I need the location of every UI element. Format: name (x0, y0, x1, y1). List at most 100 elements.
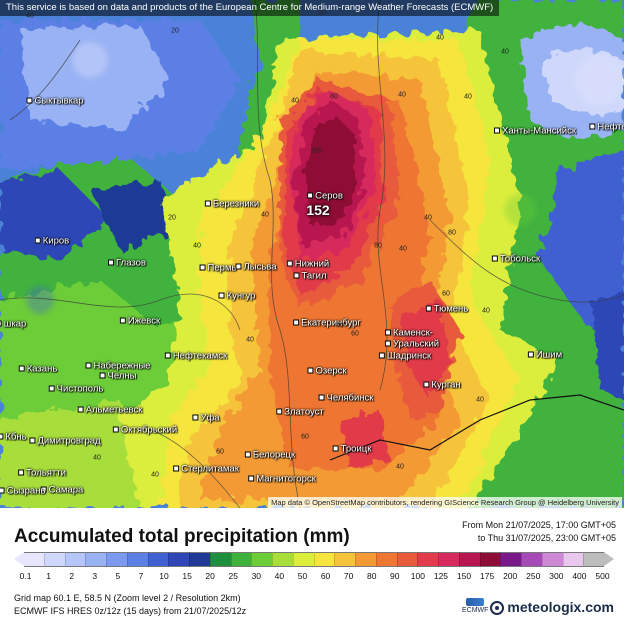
city-name: Пермь (207, 262, 237, 274)
city-name: Октябрьский (120, 424, 178, 436)
city-dot-icon (0, 320, 2, 327)
city-label: Сызрань (0, 486, 45, 497)
color-swatch (583, 551, 604, 567)
map-field (0, 0, 624, 508)
city-name: Казань (26, 363, 58, 375)
city-label: Тагил (293, 271, 326, 282)
time-to: to Thu 31/07/2025, 23:00 GMT+05 (477, 533, 616, 543)
scale-tick-label: 1 (46, 571, 51, 581)
city-name: Екатеринбург (301, 317, 361, 329)
city-name: Березники (212, 198, 260, 210)
scale-tick-label: 15 (182, 571, 192, 581)
precipitation-map[interactable]: This service is based on data and produc… (0, 0, 624, 508)
scale-tick-label: 5 (115, 571, 121, 581)
city-name: Альметьевск (85, 404, 143, 416)
contour-value-label: 40 (424, 214, 432, 222)
scale-tick-label: 175 (480, 571, 495, 581)
city-label: Ижевск (119, 315, 161, 327)
city-name: Шадринск (386, 350, 432, 362)
contour-value-label: 20 (168, 214, 176, 222)
city-name: Кбнь (5, 431, 27, 443)
city-dot-icon (235, 263, 242, 270)
city-name: Набережные (93, 360, 151, 372)
city-name: Златоуст (284, 406, 324, 418)
contour-value-label: 80 (330, 93, 338, 101)
city-label: Белорецк (244, 449, 296, 461)
scale-tick-label: 60 (320, 571, 331, 581)
city-name: Нефте (597, 121, 624, 133)
color-swatch (168, 551, 189, 567)
city-dot-icon (26, 97, 33, 104)
color-scale-bar (14, 551, 614, 567)
peak-value-label: 152 (306, 202, 330, 218)
city-name: Сызрань (6, 485, 46, 497)
city-label: Ханты-Мансийск (493, 125, 577, 137)
city-dot-icon (293, 272, 300, 279)
city-dot-icon (108, 259, 115, 266)
city-name: Челябинск (326, 392, 374, 404)
city-name: Стерлитамак (181, 463, 239, 475)
city-dot-icon (40, 486, 47, 493)
color-swatch (458, 551, 480, 567)
scale-tick-label: 7 (138, 571, 144, 581)
contour-value-label: 40 (396, 463, 404, 471)
city-name: Белорецк (252, 449, 296, 461)
city-label: Шадринск (378, 350, 432, 362)
contour-value-label: 80 (448, 229, 456, 237)
scale-tick-label: 200 (503, 571, 518, 581)
city-label: Октябрьский (112, 424, 178, 436)
city-dot-icon (48, 385, 55, 392)
color-swatch (479, 551, 501, 567)
map-attribution[interactable]: Map data © OpenStreetMap contributors, r… (268, 497, 622, 508)
city-dot-icon (589, 123, 596, 130)
city-label: Лысьва (235, 262, 277, 273)
scale-tick-label: 400 (572, 571, 587, 581)
scale-tick-label: 40 (274, 571, 285, 581)
city-label: Березники (204, 198, 260, 210)
city-dot-icon (493, 127, 500, 134)
scale-tick-label: 90 (390, 571, 400, 581)
city-name: Ханты-Мансийск (501, 125, 577, 137)
contour-value-label: 20 (318, 9, 326, 17)
city-dot-icon (218, 292, 225, 299)
city-name: Ижевск (127, 315, 161, 327)
city-dot-icon (423, 381, 430, 388)
city-name: Димитровград (37, 435, 101, 447)
city-label: Тольятти (18, 468, 66, 479)
city-name: Тольятти (26, 467, 66, 479)
color-swatch (209, 551, 231, 567)
color-swatch (24, 551, 44, 567)
city-label: Челябинск (318, 392, 374, 404)
city-label: Троицк (332, 444, 371, 455)
contour-value-label: 40 (482, 307, 490, 315)
city-label: Нефте (589, 122, 624, 133)
color-swatch (64, 551, 86, 567)
city-dot-icon (112, 426, 119, 433)
city-name: Серов (315, 190, 343, 202)
city-dot-icon (318, 394, 325, 401)
contour-value-label: 60 (301, 433, 309, 441)
grid-info: Grid map 60.1 E, 58.5 N (Zoom level 2 / … (14, 593, 241, 603)
city-name: Каменск- (393, 327, 433, 339)
city-name: шкар (3, 318, 27, 330)
city-label: Челны (99, 371, 136, 382)
scale-min-arrow (14, 552, 24, 566)
city-label: Набережные (85, 360, 151, 372)
color-swatch (562, 551, 584, 567)
contour-value-label: 40 (436, 34, 444, 42)
contour-value-label: 40 (291, 97, 299, 105)
scale-tick-label: 25 (228, 571, 238, 581)
meteologix-logo[interactable]: meteologix.com (490, 599, 614, 616)
scale-tick-label: 500 (595, 571, 610, 581)
city-label: Димитровград (29, 435, 101, 447)
color-swatch (106, 551, 127, 567)
city-name: Чистополь (56, 383, 104, 395)
city-label: Самара (40, 485, 83, 496)
time-from: From Mon 21/07/2025, 17:00 GMT+05 (462, 520, 616, 530)
color-swatch (500, 551, 521, 567)
city-dot-icon (425, 305, 432, 312)
scale-tick-label: 10 (159, 571, 169, 581)
contour-value-label: 40 (246, 336, 254, 344)
contour-value-label: 40 (151, 471, 159, 479)
city-name: Киров (42, 235, 70, 247)
